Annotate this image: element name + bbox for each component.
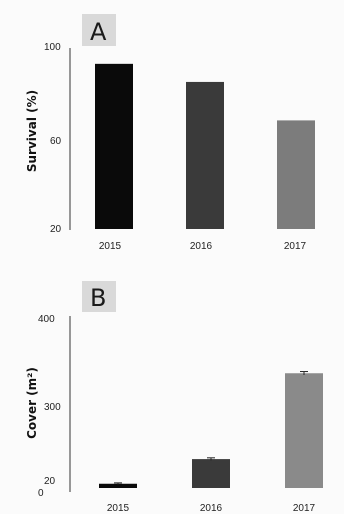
panel-a-bar-2016 xyxy=(186,81,224,229)
panel-b-xtick-2017: 2017 xyxy=(293,503,316,514)
panel-b-ytick-2: 20 xyxy=(44,476,56,487)
panel-b-ytick-1: 300 xyxy=(44,402,61,413)
panel-a-ytick-2: 20 xyxy=(50,224,62,235)
panel-a-xtick-2015: 2015 xyxy=(99,241,122,252)
panel-b-bar-2016 xyxy=(192,459,230,488)
panel-a-xtick-2016: 2016 xyxy=(190,241,213,252)
panel-a-label: A xyxy=(90,18,107,46)
panel-a-ytick-1: 60 xyxy=(50,136,62,147)
panel-b-xtick-2015: 2015 xyxy=(107,503,130,514)
panel-a-bar-2015 xyxy=(95,63,133,230)
panel-b-label: B xyxy=(90,284,106,312)
panel-a-y-axis-label: Survival (%) xyxy=(25,90,39,172)
panel-a-xtick-2017: 2017 xyxy=(284,241,307,252)
panel-a-label-bg xyxy=(82,14,116,46)
panel-b-bar-2017 xyxy=(285,373,323,488)
panel-b-ytick-0: 400 xyxy=(38,314,55,325)
panel-a-ytick-0: 100 xyxy=(44,42,61,53)
panel-b: B Cover (m²) 400 300 20 0 2015 2016 2017 xyxy=(25,281,323,514)
panel-b-y-axis-label: Cover (m²) xyxy=(25,367,39,439)
panel-b-xtick-2016: 2016 xyxy=(200,503,223,514)
panel-a-bar-2017 xyxy=(277,120,315,229)
panel-b-ytick-3: 0 xyxy=(38,488,44,499)
panel-b-label-bg xyxy=(82,281,116,312)
panel-a: A Survival (%) 100 60 20 2015 2016 2017 xyxy=(25,14,315,252)
panel-b-bar-2015 xyxy=(99,483,137,488)
